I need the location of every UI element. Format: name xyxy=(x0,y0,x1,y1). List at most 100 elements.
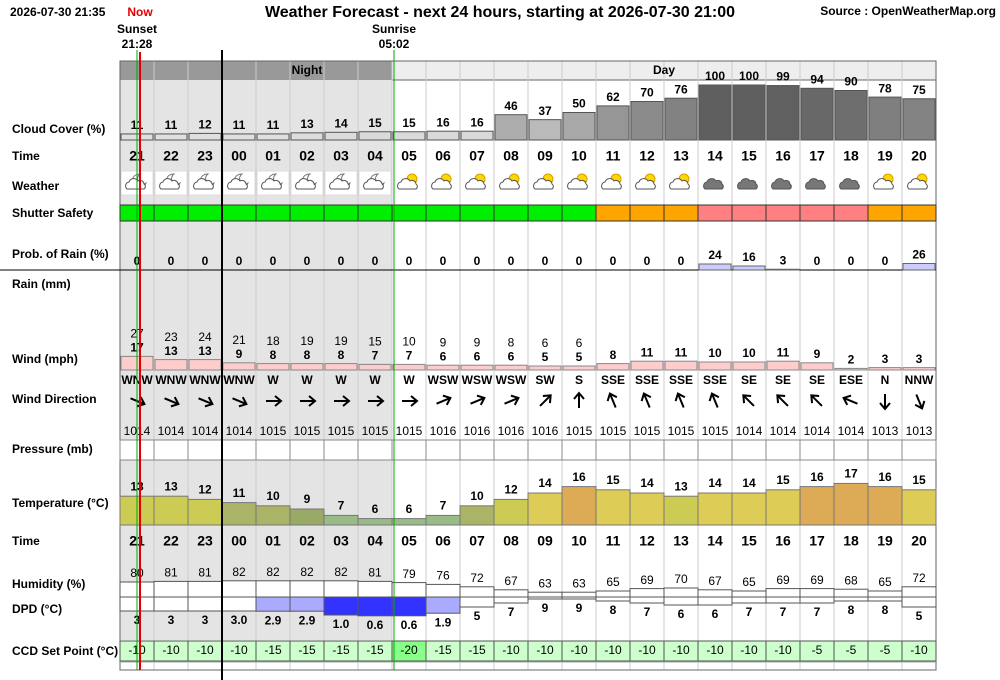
cloud xyxy=(635,178,656,190)
hour: 05 xyxy=(401,533,417,549)
hour: 19 xyxy=(877,533,893,549)
wind-gust: 19 xyxy=(334,334,348,348)
pressure-cell xyxy=(629,439,665,461)
humidity-bar xyxy=(255,580,291,598)
wind-bar xyxy=(528,365,562,371)
arrow-head xyxy=(308,395,317,407)
wind-direction: W xyxy=(403,373,415,387)
humidity-bar xyxy=(765,588,801,598)
hour: 03 xyxy=(333,148,349,164)
pressure-cell xyxy=(697,439,733,461)
rain-prob-value: 0 xyxy=(644,254,651,268)
cloud-bar xyxy=(392,131,426,141)
shutter-cell xyxy=(527,204,563,222)
pressure-value: 1013 xyxy=(872,424,899,438)
wind-direction: WSW xyxy=(496,373,527,387)
dpd-value: 2.9 xyxy=(299,613,316,627)
cloud xyxy=(363,178,384,190)
pressure-cell xyxy=(221,439,257,461)
ccd-value: -10 xyxy=(162,643,180,657)
shutter-cell xyxy=(595,204,631,222)
rain-prob-value: 0 xyxy=(542,254,549,268)
hour: 12 xyxy=(639,148,655,164)
cloud xyxy=(601,178,622,190)
wind-speed: 3 xyxy=(882,352,889,366)
humidity-value: 69 xyxy=(810,573,824,587)
rain-prob-value: 0 xyxy=(236,254,243,268)
wind-speed: 10 xyxy=(708,346,722,360)
hour: 15 xyxy=(741,533,757,549)
humidity-value: 82 xyxy=(300,565,314,579)
temperature-value: 10 xyxy=(470,489,484,503)
weather-icon xyxy=(324,170,358,196)
wind-gust: 9 xyxy=(474,335,481,349)
temperature-bar xyxy=(901,489,937,526)
arrow-head xyxy=(674,392,686,402)
cloud-bar xyxy=(596,105,630,141)
arrow-shaft xyxy=(436,397,450,405)
dpd-bar xyxy=(221,596,257,612)
wind-direction: SE xyxy=(741,373,757,387)
dpd-value: 3 xyxy=(202,613,209,627)
hour: 22 xyxy=(163,533,179,549)
humidity-bar xyxy=(697,589,733,598)
hour: 09 xyxy=(537,148,553,164)
pressure-cell xyxy=(425,439,461,461)
wind-direction: SSE xyxy=(669,373,693,387)
sunrise-label: Sunrise xyxy=(372,22,416,36)
ccd-value: -10 xyxy=(604,643,622,657)
humidity-bar xyxy=(357,580,393,598)
cloud-bar xyxy=(868,96,902,141)
cloud xyxy=(227,178,248,190)
cloud-bar xyxy=(562,112,596,141)
shutter-cell xyxy=(561,204,597,222)
cloud xyxy=(805,178,826,190)
wind-bar xyxy=(800,362,834,371)
cloud-bar xyxy=(256,133,290,141)
sunset-time: 21:28 xyxy=(122,37,153,51)
dpd-value: 5 xyxy=(474,609,481,623)
dpd-bar xyxy=(595,596,631,602)
cloud-bar xyxy=(664,97,698,141)
pressure-cell xyxy=(187,439,223,461)
pressure-value: 1014 xyxy=(226,424,253,438)
temperature-value: 7 xyxy=(440,499,447,513)
cloud-value: 100 xyxy=(705,69,725,83)
weather-icon xyxy=(907,173,928,190)
wind-direction: WNW xyxy=(155,373,187,387)
wind-bar xyxy=(902,367,936,371)
ccd-value: -15 xyxy=(332,643,350,657)
wind-bar xyxy=(664,360,698,371)
temperature-value: 10 xyxy=(266,489,280,503)
weather-icon xyxy=(805,178,826,190)
weather-icon xyxy=(154,170,188,196)
rain-prob-value: 0 xyxy=(304,254,311,268)
cloud xyxy=(329,178,350,190)
shutter-cell xyxy=(221,204,257,222)
wind-direction: WNW xyxy=(189,373,221,387)
wind-direction: W xyxy=(369,373,381,387)
shutter-cell xyxy=(901,204,937,222)
wind-arrow xyxy=(164,396,180,408)
arrow-head xyxy=(708,392,720,402)
humidity-value: 68 xyxy=(844,573,858,587)
shutter-cell xyxy=(867,204,903,222)
ccd-value: -10 xyxy=(536,643,554,657)
wind-gust: 9 xyxy=(440,335,447,349)
temperature-bar xyxy=(595,489,631,526)
pressure-cell xyxy=(323,439,359,461)
wind-direction: W xyxy=(267,373,279,387)
dpd-value: 0.6 xyxy=(367,618,384,632)
hour: 02 xyxy=(299,533,315,549)
pressure-cell xyxy=(527,439,563,461)
dpd-bar xyxy=(833,596,869,602)
arrow-head xyxy=(914,400,926,410)
pressure-cell xyxy=(459,439,495,461)
ccd-value: -15 xyxy=(434,643,452,657)
weather-icon xyxy=(601,173,622,190)
dpd-bar xyxy=(153,596,189,612)
hour: 20 xyxy=(911,533,927,549)
hour: 13 xyxy=(673,148,689,164)
humidity-value: 65 xyxy=(878,575,892,589)
wind-gust: 15 xyxy=(368,335,382,349)
